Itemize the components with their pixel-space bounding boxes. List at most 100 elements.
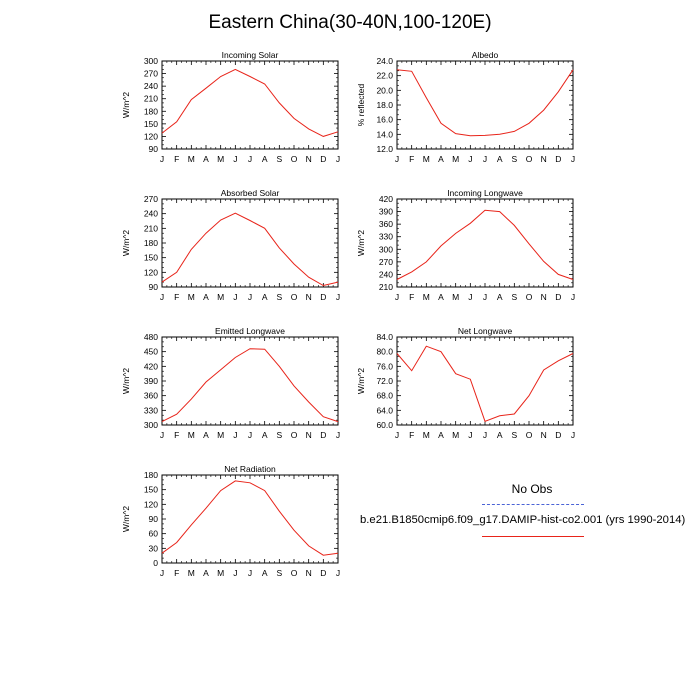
x-tick-label: J: [160, 568, 164, 578]
y-tick-label: 180: [144, 106, 158, 116]
x-tick-label: D: [555, 292, 561, 302]
y-tick-label: 180: [144, 238, 158, 248]
y-tick-label: 390: [144, 376, 158, 386]
y-tick-label: 80.0: [376, 347, 393, 357]
y-axis-label: W/m^2: [121, 230, 131, 256]
y-tick-label: 180: [144, 470, 158, 480]
series-line-0: [161, 212, 339, 287]
x-tick-label: M: [188, 154, 195, 164]
y-tick-label: 150: [144, 485, 158, 495]
y-tick-label: 90: [149, 514, 159, 524]
x-tick-label: F: [409, 292, 414, 302]
x-tick-label: A: [262, 154, 268, 164]
x-tick-label: A: [438, 292, 444, 302]
x-tick-label: J: [233, 292, 237, 302]
x-tick-label: F: [409, 154, 414, 164]
x-tick-label: J: [468, 154, 472, 164]
x-tick-label: D: [320, 568, 326, 578]
x-tick-label: J: [160, 430, 164, 440]
x-tick-label: J: [395, 430, 399, 440]
chart-panel-3: Incoming Longwave W/m^2 210 240 270 300 330 360…: [356, 188, 575, 302]
plot-frame: [396, 198, 574, 288]
y-tick-label: 210: [144, 223, 158, 233]
y-tick-label: 12.0: [376, 144, 393, 154]
x-tick-label: M: [188, 568, 195, 578]
series-line-0: [396, 69, 574, 137]
chart-panel-5: Net Longwave W/m^2 60.0 64.0 68.0 72.0 76.0 80.…: [356, 326, 575, 440]
x-tick-label: N: [541, 430, 547, 440]
y-tick-label: 76.0: [376, 361, 393, 371]
x-tick-label: J: [233, 430, 237, 440]
y-tick-label: 240: [144, 81, 158, 91]
y-tick-label: 64.0: [376, 405, 393, 415]
x-tick-label: O: [526, 430, 533, 440]
x-tick-label: F: [174, 292, 179, 302]
x-tick-label: D: [320, 154, 326, 164]
x-tick-label: S: [276, 568, 282, 578]
x-tick-label: J: [571, 154, 575, 164]
x-tick-label: M: [217, 154, 224, 164]
x-tick-label: J: [233, 154, 237, 164]
x-tick-label: S: [276, 430, 282, 440]
x-tick-label: S: [276, 292, 282, 302]
x-tick-label: F: [174, 154, 179, 164]
x-tick-label: J: [571, 292, 575, 302]
y-tick-label: 420: [379, 194, 393, 204]
y-tick-label: 90: [149, 144, 159, 154]
chart-panel-0: Incoming Solar W/m^2 90 120 150 180 210 240 270 3…: [121, 50, 340, 164]
y-tick-label: 16.0: [376, 115, 393, 125]
y-tick-label: 60: [149, 529, 159, 539]
series-line-0: [396, 345, 574, 422]
y-axis-label: W/m^2: [121, 368, 131, 394]
chart-panel-1: Albedo % reflected 12.0 14.0 16.0 18.0 20.0 22.…: [356, 50, 575, 164]
x-tick-label: A: [203, 430, 209, 440]
x-tick-label: J: [483, 154, 487, 164]
x-tick-label: F: [174, 568, 179, 578]
x-tick-label: A: [438, 430, 444, 440]
x-tick-label: F: [174, 430, 179, 440]
x-tick-label: A: [203, 568, 209, 578]
plot-frame: [161, 198, 339, 288]
y-tick-label: 120: [144, 131, 158, 141]
x-tick-label: N: [306, 430, 312, 440]
x-tick-label: D: [555, 154, 561, 164]
y-tick-label: 270: [379, 257, 393, 267]
x-tick-label: J: [395, 292, 399, 302]
x-tick-label: M: [217, 430, 224, 440]
series-line-0: [161, 480, 339, 556]
panel-title: Absorbed Solar: [221, 188, 280, 198]
x-tick-label: D: [320, 292, 326, 302]
y-tick-label: 360: [144, 391, 158, 401]
y-axis-label: % reflected: [356, 83, 366, 126]
x-tick-label: O: [526, 292, 533, 302]
plot-frame: [161, 474, 339, 564]
legend-obs-label: No Obs: [511, 482, 553, 496]
x-tick-label: A: [203, 292, 209, 302]
y-tick-label: 18.0: [376, 100, 393, 110]
x-tick-label: J: [248, 292, 252, 302]
x-tick-label: M: [452, 154, 459, 164]
y-tick-label: 150: [144, 253, 158, 263]
legend-model-line: [482, 536, 584, 537]
x-tick-label: A: [262, 430, 268, 440]
x-tick-label: N: [306, 292, 312, 302]
panel-title: Emitted Longwave: [215, 326, 285, 336]
x-tick-label: O: [291, 568, 298, 578]
y-axis-label: W/m^2: [356, 368, 366, 394]
legend-obs-line: [482, 504, 584, 505]
y-tick-label: 480: [144, 332, 158, 342]
y-tick-label: 300: [144, 56, 158, 66]
y-tick-label: 210: [144, 94, 158, 104]
x-tick-label: O: [526, 154, 533, 164]
x-tick-label: S: [511, 292, 517, 302]
y-tick-label: 20.0: [376, 85, 393, 95]
y-tick-label: 330: [144, 405, 158, 415]
x-tick-label: A: [203, 154, 209, 164]
x-tick-label: J: [248, 430, 252, 440]
x-tick-label: S: [511, 154, 517, 164]
x-tick-label: M: [452, 430, 459, 440]
x-tick-label: J: [248, 154, 252, 164]
x-tick-label: J: [483, 430, 487, 440]
y-tick-label: 300: [144, 420, 158, 430]
x-tick-label: J: [233, 568, 237, 578]
